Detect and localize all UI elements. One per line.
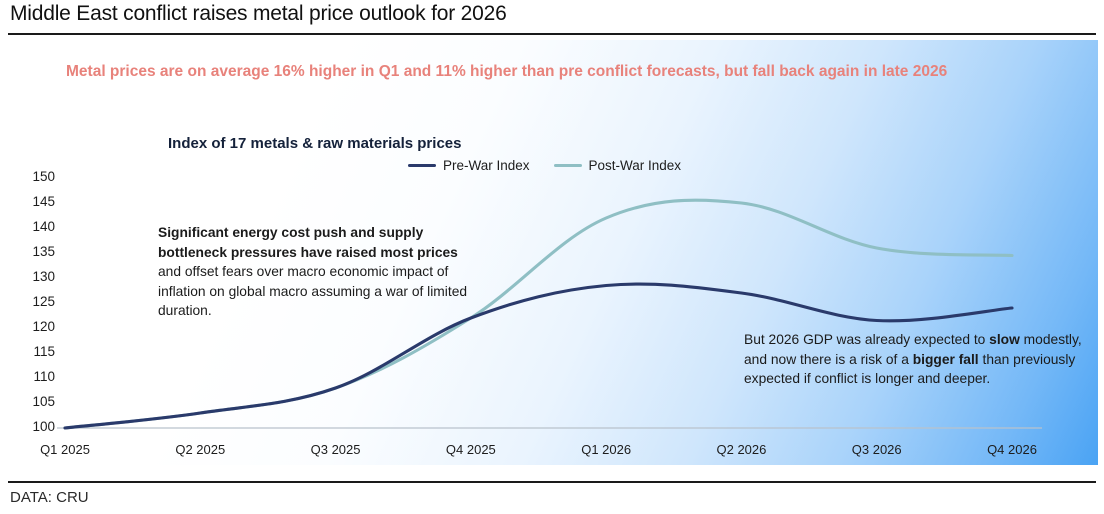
legend-label-post-war: Post-War Index bbox=[588, 158, 682, 173]
chart-legend: Pre-War Index Post-War Index bbox=[408, 158, 681, 173]
x-axis-tick: Q4 2026 bbox=[987, 442, 1037, 457]
plot-area: 150 145 140 135 130 125 120 115 110 105 100 Q1 2025… bbox=[8, 40, 1098, 465]
legend-item-post-war[interactable]: Post-War Index bbox=[553, 158, 682, 173]
chart-subtitle: Metal prices are on average 16% higher i… bbox=[66, 63, 948, 80]
x-axis-tick: Q1 2026 bbox=[581, 442, 632, 457]
annotation-right-bold1: slow bbox=[989, 332, 1020, 347]
chart-panel: Metal prices are on average 16% higher i… bbox=[8, 40, 1098, 465]
data-source-label: DATA: CRU bbox=[10, 489, 89, 506]
annotation-right-p1: But 2026 GDP was already expected to bbox=[744, 332, 990, 347]
annotation-left: Significant energy cost push and supply … bbox=[158, 223, 478, 321]
x-axis-tick: Q2 2025 bbox=[175, 442, 226, 457]
y-axis-tick: 130 bbox=[32, 269, 55, 284]
annotation-left-bold: Significant energy cost push and supply … bbox=[158, 225, 458, 260]
footer-divider bbox=[8, 481, 1096, 483]
annotation-left-rest: and offset fears over macro economic imp… bbox=[158, 264, 468, 318]
line-chart-svg bbox=[57, 198, 1042, 430]
page-header: Middle East conflict raises metal price … bbox=[0, 0, 1104, 38]
x-axis-tick: Q1 2025 bbox=[40, 442, 90, 457]
x-axis-tick: Q3 2025 bbox=[310, 442, 361, 457]
chart-title: Index of 17 metals & raw materials price… bbox=[168, 135, 462, 152]
y-axis-tick: 150 bbox=[32, 169, 55, 184]
series-line-pre-war[interactable] bbox=[63, 282, 1014, 430]
legend-label-pre-war: Pre-War Index bbox=[443, 158, 530, 173]
legend-item-pre-war[interactable]: Pre-War Index bbox=[408, 158, 530, 173]
y-axis-tick: 140 bbox=[32, 219, 55, 234]
y-axis-tick: 135 bbox=[32, 244, 55, 259]
y-axis-tick: 120 bbox=[32, 319, 55, 334]
annotation-right-bold2: bigger fall bbox=[912, 351, 979, 367]
y-axis-tick: 110 bbox=[33, 369, 55, 384]
annotation-right-p3: than previously expected if conflict is … bbox=[744, 351, 1076, 387]
y-axis-tick: 115 bbox=[33, 344, 55, 359]
y-axis-tick: 125 bbox=[32, 294, 55, 309]
header-divider bbox=[8, 33, 1096, 35]
y-axis-tick: 105 bbox=[32, 394, 55, 409]
legend-swatch-post-war bbox=[553, 164, 582, 167]
y-axis-tick: 100 bbox=[32, 419, 55, 434]
annotation-right: But 2026 GDP was already expected to slo… bbox=[744, 330, 1088, 389]
x-axis-tick: Q2 2026 bbox=[716, 442, 767, 457]
x-axis-tick: Q4 2025 bbox=[445, 442, 496, 457]
legend-swatch-pre-war bbox=[408, 164, 436, 167]
y-axis-tick: 145 bbox=[32, 194, 55, 209]
annotation-right-p2: modestly, and now there is a risk of a bbox=[744, 332, 1082, 367]
page-title: Middle East conflict raises metal price … bbox=[10, 2, 507, 25]
x-axis-tick: Q3 2026 bbox=[851, 442, 902, 457]
